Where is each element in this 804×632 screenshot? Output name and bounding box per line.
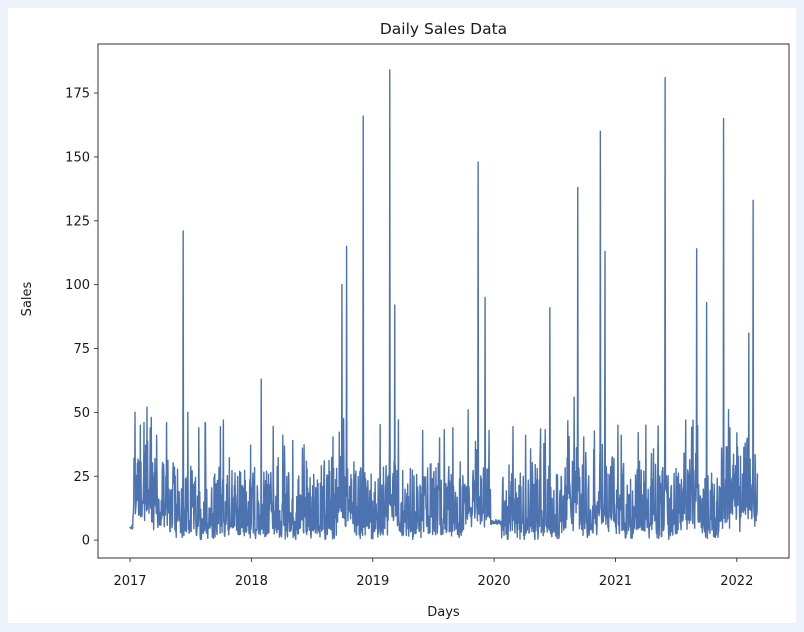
y-tick-label: 75 xyxy=(73,342,90,357)
chart-svg: Daily Sales Data Days Sales 2017 2018 2019… xyxy=(20,20,790,620)
sales-line xyxy=(129,69,759,541)
y-tick-label: 50 xyxy=(73,406,90,421)
x-tick-label: 2021 xyxy=(599,574,632,589)
y-tick-label: 25 xyxy=(73,470,90,485)
x-tick-label: 2018 xyxy=(235,574,268,589)
x-tick-label: 2022 xyxy=(720,574,753,589)
figure: Daily Sales Data Days Sales 2017 2018 2019… xyxy=(8,8,796,623)
y-tick-label: 175 xyxy=(65,87,90,102)
x-tick-label: 2019 xyxy=(356,574,389,589)
x-tick-label: 2020 xyxy=(478,574,511,589)
y-tick-label: 100 xyxy=(65,278,90,293)
y-axis-label: Sales xyxy=(20,281,35,316)
plot-frame xyxy=(97,43,790,559)
y-tick-label: 0 xyxy=(82,534,90,549)
x-tick-label: 2017 xyxy=(113,574,146,589)
y-tick-label: 150 xyxy=(65,150,90,165)
x-axis-label: Days xyxy=(427,605,460,620)
y-tick-label: 125 xyxy=(65,214,90,229)
chart-title: Daily Sales Data xyxy=(380,20,507,38)
